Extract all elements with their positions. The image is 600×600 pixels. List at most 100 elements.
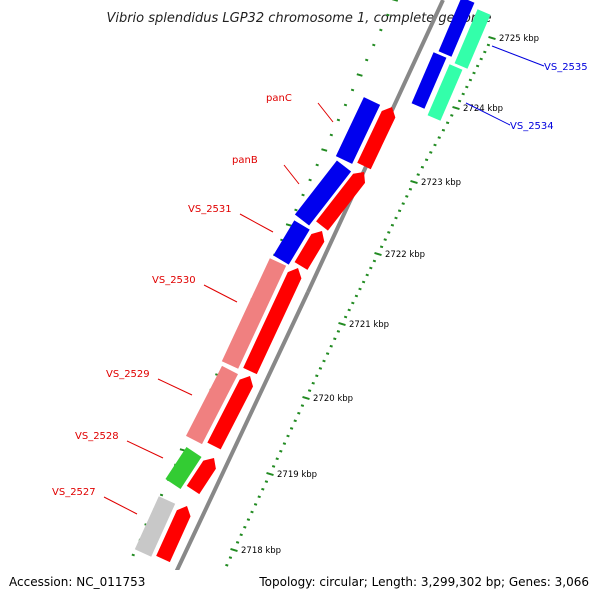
tick-mark bbox=[257, 495, 261, 499]
gene-feature-bar bbox=[243, 268, 302, 375]
tick-mark bbox=[246, 518, 251, 521]
tick-mark bbox=[468, 78, 473, 82]
gene-feature-bar bbox=[185, 365, 239, 445]
gene-label-connector bbox=[126, 440, 164, 459]
tick-mark bbox=[488, 35, 496, 41]
tick-mark bbox=[420, 165, 425, 169]
tick-mark bbox=[437, 136, 441, 139]
tick-mark bbox=[261, 487, 265, 491]
tick-mark bbox=[343, 103, 348, 107]
tick-mark bbox=[297, 411, 301, 415]
gene-label-connector bbox=[283, 164, 300, 185]
tick-mark bbox=[264, 480, 269, 483]
tick-mark bbox=[225, 563, 229, 567]
tick-mark bbox=[266, 471, 274, 477]
tick-mark bbox=[322, 359, 326, 363]
gene-feature-bar bbox=[186, 458, 216, 495]
tick-mark bbox=[302, 395, 310, 401]
genome-summary-text: Topology: circular; Length: 3,299,302 bp… bbox=[258, 575, 589, 589]
tick-mark bbox=[301, 193, 305, 197]
tick-label: 2718 kbp bbox=[241, 546, 281, 556]
tick-mark bbox=[365, 58, 369, 62]
tick-mark bbox=[397, 209, 402, 213]
tick-mark bbox=[410, 179, 418, 185]
tick-label: 2719 kbp bbox=[277, 470, 317, 480]
tick-mark bbox=[472, 71, 476, 75]
tick-mark bbox=[475, 64, 480, 68]
gene-label-connector bbox=[491, 45, 545, 67]
gene-feature-bar bbox=[454, 9, 491, 69]
tick-mark bbox=[315, 163, 319, 167]
tick-mark bbox=[336, 330, 341, 333]
tick-mark bbox=[325, 352, 330, 355]
tick-mark bbox=[300, 404, 305, 407]
tick-mark bbox=[457, 99, 462, 103]
backbone-segments bbox=[161, 0, 445, 600]
map-title: Vibrio splendidus LGP32 chromosome 1, co… bbox=[106, 11, 491, 26]
tick-mark bbox=[405, 195, 409, 198]
gene-feature-bar bbox=[335, 97, 381, 164]
tick-mark bbox=[390, 223, 395, 227]
tick-mark bbox=[307, 389, 312, 392]
tick-mark bbox=[374, 251, 382, 257]
tick-mark bbox=[394, 216, 398, 220]
gene-label: VS_2530 bbox=[152, 275, 196, 286]
tick-label: 2724 kbp bbox=[463, 104, 503, 114]
tick-mark bbox=[361, 280, 366, 284]
gene-labels: VS_2527 VS_2528 VS_2529 VS_2530 VS_2531 panB p… bbox=[52, 45, 588, 515]
tick-label: 2720 kbp bbox=[313, 394, 353, 404]
gene-label: VS_2529 bbox=[106, 369, 150, 380]
tick-mark bbox=[294, 208, 298, 212]
tick-mark bbox=[321, 148, 328, 152]
tick-mark bbox=[338, 321, 346, 327]
tick-mark bbox=[356, 73, 363, 77]
gene-label: VS_2534 bbox=[510, 121, 554, 132]
tick-mark bbox=[479, 57, 483, 61]
gene-feature-bar bbox=[294, 231, 325, 270]
tick-mark bbox=[441, 128, 446, 132]
gene-feature-bar bbox=[316, 172, 366, 231]
tick-mark bbox=[271, 465, 276, 468]
gene-feature-bar bbox=[273, 220, 310, 265]
gene-feature-bar bbox=[156, 506, 191, 563]
tick-mark bbox=[387, 231, 391, 234]
backbone-segment bbox=[161, 291, 310, 600]
gene-label: VS_2535 bbox=[544, 62, 588, 73]
tick-mark bbox=[358, 287, 362, 291]
tick-mark bbox=[351, 301, 355, 305]
tick-mark bbox=[293, 419, 297, 423]
tick-label: 2725 kbp bbox=[499, 34, 539, 44]
tick-mark bbox=[445, 121, 450, 125]
gene-feature-bar bbox=[357, 107, 396, 170]
tick-mark bbox=[343, 315, 348, 319]
tick-mark bbox=[228, 556, 233, 559]
tick-mark bbox=[131, 553, 135, 557]
tick-mark bbox=[253, 503, 258, 506]
tick-marks: 2718 kbp 2719 kbp 2720 kbp 2721 kbp 2722 kbp… bbox=[131, 0, 539, 590]
gene-feature-bar bbox=[294, 160, 352, 226]
tick-mark bbox=[282, 442, 287, 445]
gene-feature-bar bbox=[207, 376, 254, 450]
tick-label: 2723 kbp bbox=[421, 178, 461, 188]
tick-mark bbox=[347, 308, 351, 312]
tick-mark bbox=[483, 50, 487, 54]
tick-mark bbox=[391, 0, 399, 2]
gene-label: VS_2531 bbox=[188, 204, 232, 215]
tick-mark bbox=[461, 92, 465, 96]
tick-mark bbox=[383, 238, 387, 241]
tick-mark bbox=[333, 337, 337, 341]
tick-mark bbox=[369, 266, 373, 270]
gene-label-connector bbox=[203, 284, 238, 303]
gene-label-connector bbox=[157, 378, 193, 396]
tick-mark bbox=[433, 143, 437, 147]
gene-label: panB bbox=[232, 155, 258, 166]
tick-mark bbox=[408, 187, 413, 191]
tick-mark bbox=[450, 114, 454, 117]
tick-mark bbox=[159, 493, 164, 497]
tick-mark bbox=[401, 202, 405, 205]
tick-mark bbox=[416, 173, 420, 176]
gene-features bbox=[134, 0, 491, 600]
gene-label-connector bbox=[317, 102, 334, 123]
tick-mark bbox=[486, 43, 491, 47]
tick-mark bbox=[372, 259, 377, 263]
